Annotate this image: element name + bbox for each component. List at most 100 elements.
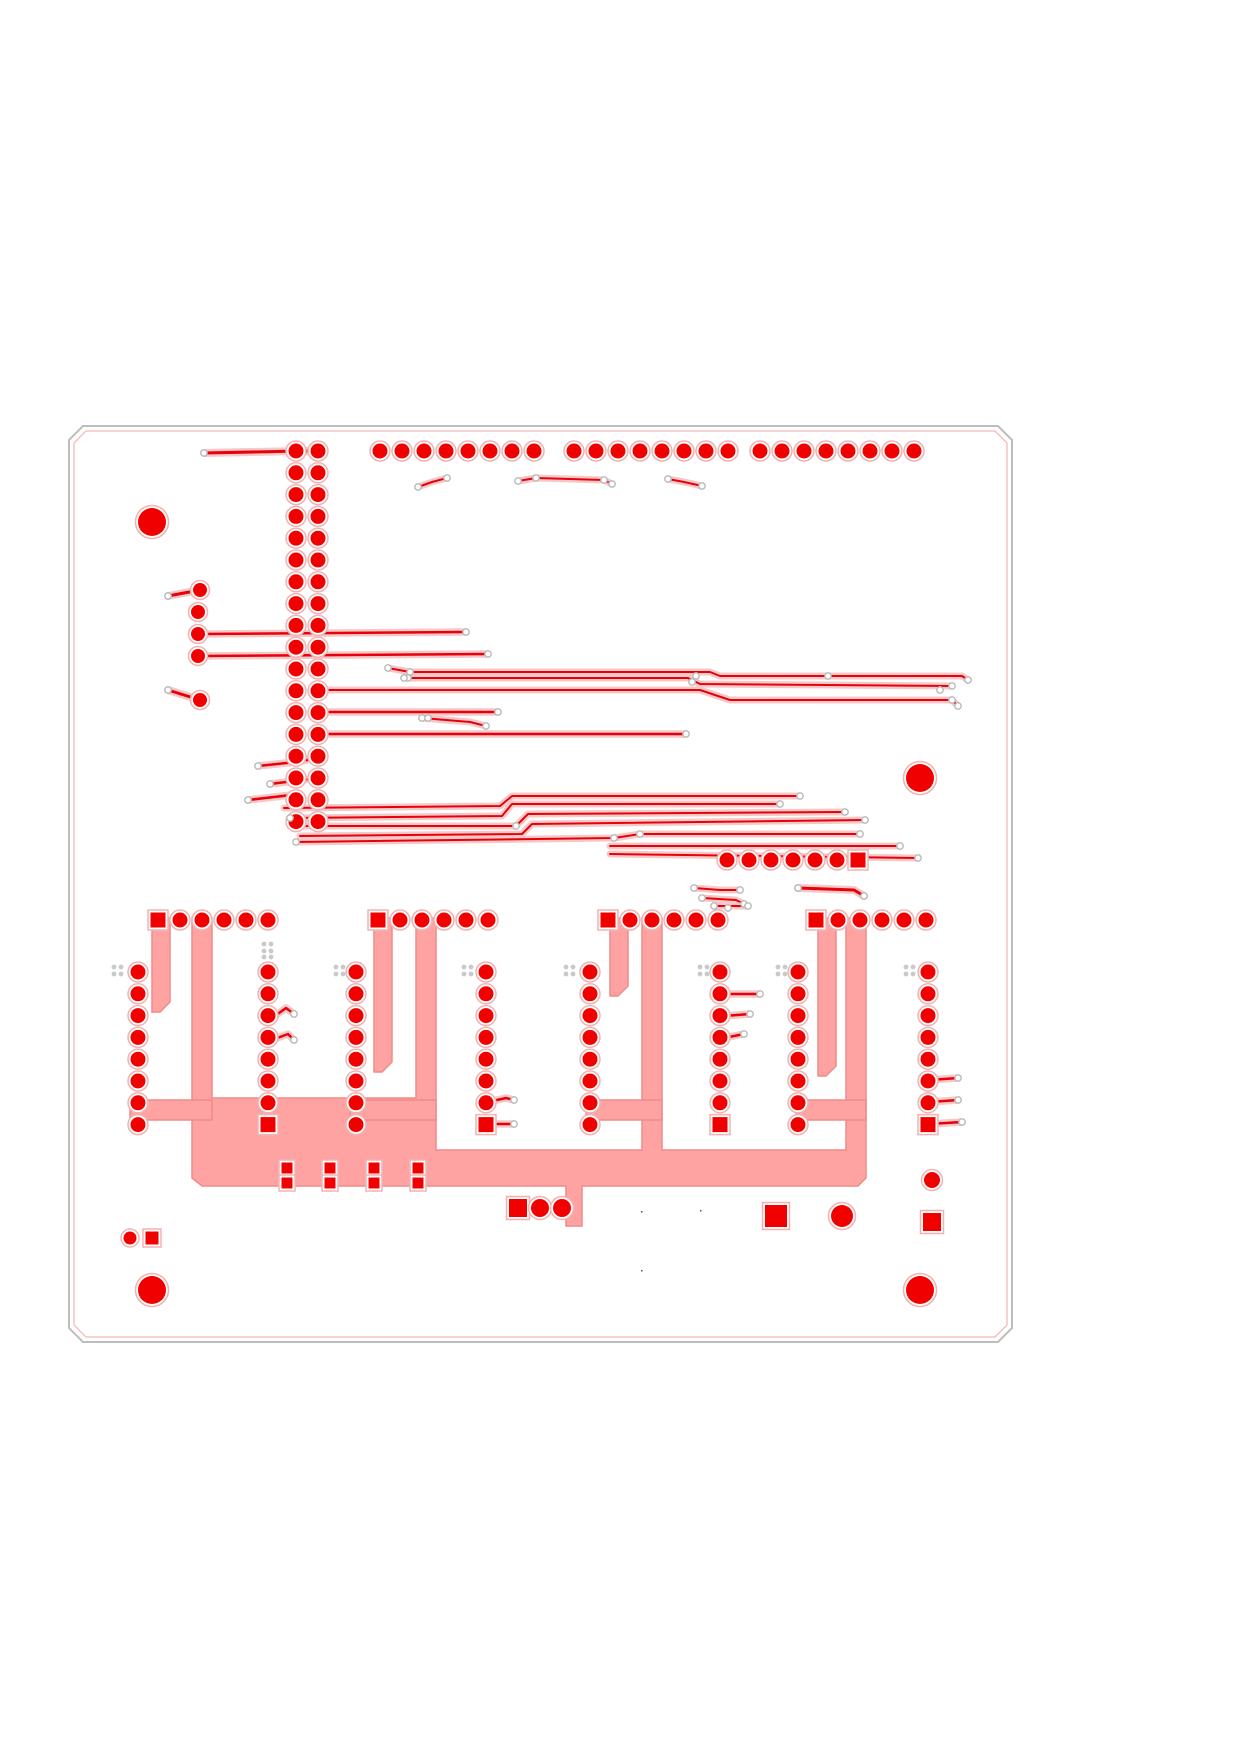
smd-pad-top-2 bbox=[324, 1162, 336, 1174]
aux-pad-4 bbox=[193, 583, 207, 597]
ic1-left-pin-7 bbox=[130, 1095, 146, 1111]
via-1 bbox=[200, 449, 208, 457]
ic3-left-pin-2 bbox=[582, 986, 598, 1002]
via-cluster-8-2 bbox=[910, 964, 916, 970]
header-left-pin-11 bbox=[288, 661, 304, 677]
ic1-right-pin-4 bbox=[260, 1029, 276, 1045]
header-right-pin-1 bbox=[310, 443, 326, 459]
via-cluster-6-3 bbox=[697, 971, 703, 977]
via-19 bbox=[688, 678, 696, 686]
group3-header-pin-3 bbox=[644, 912, 660, 928]
via-13 bbox=[384, 664, 392, 672]
via-25 bbox=[482, 722, 490, 730]
via-42 bbox=[690, 884, 698, 892]
via-2 bbox=[414, 483, 422, 491]
via-18 bbox=[954, 702, 962, 710]
ic2-left-pin-6 bbox=[348, 1073, 364, 1089]
ic1-left-pin-2 bbox=[130, 986, 146, 1002]
trace-20 bbox=[299, 819, 866, 837]
group4-header-pin-6 bbox=[918, 912, 934, 928]
top-row-c-pin-8 bbox=[906, 443, 922, 459]
ic2-right-pin-7 bbox=[478, 1095, 494, 1111]
ic4-left-pin-6 bbox=[790, 1073, 806, 1089]
ic3-right-pin-8 bbox=[712, 1117, 728, 1133]
group2-header-pin-3 bbox=[414, 912, 430, 928]
aux-pad-2 bbox=[191, 627, 205, 641]
conn7-pin-4 bbox=[763, 852, 779, 868]
header-right-pin-5 bbox=[310, 530, 326, 546]
top-row-a-pin-4 bbox=[438, 443, 454, 459]
trace-19 bbox=[289, 811, 846, 827]
header-right-pin-12 bbox=[310, 683, 326, 699]
mounting-hole-3 bbox=[138, 1276, 166, 1304]
ic3-left-pin-1 bbox=[582, 964, 598, 980]
top-row-b-pin-5 bbox=[654, 443, 670, 459]
via-59 bbox=[958, 1118, 966, 1126]
ic4-left-pin-2 bbox=[790, 986, 806, 1002]
group2-header-pin-5 bbox=[458, 912, 474, 928]
ic3-left-pin-7 bbox=[582, 1095, 598, 1111]
ground-pour-3 bbox=[817, 917, 837, 1077]
via-28 bbox=[266, 780, 274, 788]
ic3-right-pin-4 bbox=[712, 1029, 728, 1045]
ic2-left-pin-5 bbox=[348, 1051, 364, 1067]
header-left-pin-12 bbox=[288, 683, 304, 699]
component-pads bbox=[120, 440, 945, 1308]
ic1-right-pin-8 bbox=[260, 1117, 276, 1133]
ic3-right-pin-3 bbox=[712, 1008, 728, 1024]
ic1-right-pin-3 bbox=[260, 1008, 276, 1024]
ic2-right-pin-6 bbox=[478, 1073, 494, 1089]
via-47 bbox=[744, 902, 752, 910]
top-row-a-pin-2 bbox=[394, 443, 410, 459]
smd-pad-bottom-3 bbox=[368, 1177, 380, 1189]
header-left-pin-2 bbox=[288, 465, 304, 481]
via-37 bbox=[610, 834, 618, 842]
group2-header-pin-6 bbox=[480, 912, 496, 928]
via-34 bbox=[286, 814, 294, 822]
speck-3 bbox=[641, 1270, 643, 1272]
via-46 bbox=[710, 902, 718, 910]
via-49 bbox=[860, 892, 868, 900]
via-23 bbox=[494, 708, 502, 716]
trace-3 bbox=[667, 478, 703, 487]
via-cluster-5-1 bbox=[563, 964, 569, 970]
board-outline bbox=[68, 425, 1013, 1343]
ic4-right-pin-2 bbox=[920, 986, 936, 1002]
ic1-right-pin-7 bbox=[260, 1095, 276, 1111]
ic1-right-pin-5 bbox=[260, 1051, 276, 1067]
mounting-hole-2 bbox=[906, 764, 934, 792]
via-53 bbox=[746, 1010, 754, 1018]
ic1-left-pin-4 bbox=[130, 1029, 146, 1045]
top-row-c-pin-6 bbox=[862, 443, 878, 459]
ic4-left-pin-1 bbox=[790, 964, 806, 980]
via-41 bbox=[914, 854, 922, 862]
ic1-left-pin-5 bbox=[130, 1051, 146, 1067]
trace-24 bbox=[693, 887, 741, 891]
via-26 bbox=[682, 730, 690, 738]
via-4 bbox=[514, 477, 522, 485]
power-pin-1 bbox=[509, 1199, 527, 1217]
via-11 bbox=[462, 628, 470, 636]
ic3-right-pin-2 bbox=[712, 986, 728, 1002]
via-60 bbox=[400, 674, 408, 682]
header-left-pin-9 bbox=[288, 617, 304, 633]
via-cluster-4-1 bbox=[461, 964, 467, 970]
header-right-pin-16 bbox=[310, 770, 326, 786]
ic2-right-pin-5 bbox=[478, 1051, 494, 1067]
board-edge bbox=[68, 425, 1013, 1343]
via-cluster-4-3 bbox=[461, 971, 467, 977]
via-29 bbox=[244, 796, 252, 804]
via-cluster-7-3 bbox=[775, 971, 781, 977]
via-cluster-5-3 bbox=[563, 971, 569, 977]
via-40 bbox=[896, 842, 904, 850]
via-cluster-1-2 bbox=[118, 964, 124, 970]
conn7-pin-2 bbox=[719, 852, 735, 868]
header-left-pin-4 bbox=[288, 508, 304, 524]
jumper-pad-square bbox=[145, 1231, 159, 1245]
group4-header-pin-1 bbox=[808, 912, 824, 928]
ic4-right-pin-3 bbox=[920, 1008, 936, 1024]
top-row-c-pin-3 bbox=[796, 443, 812, 459]
group2-header-pin-4 bbox=[436, 912, 452, 928]
header-left-pin-7 bbox=[288, 574, 304, 590]
via-52 bbox=[756, 990, 764, 998]
